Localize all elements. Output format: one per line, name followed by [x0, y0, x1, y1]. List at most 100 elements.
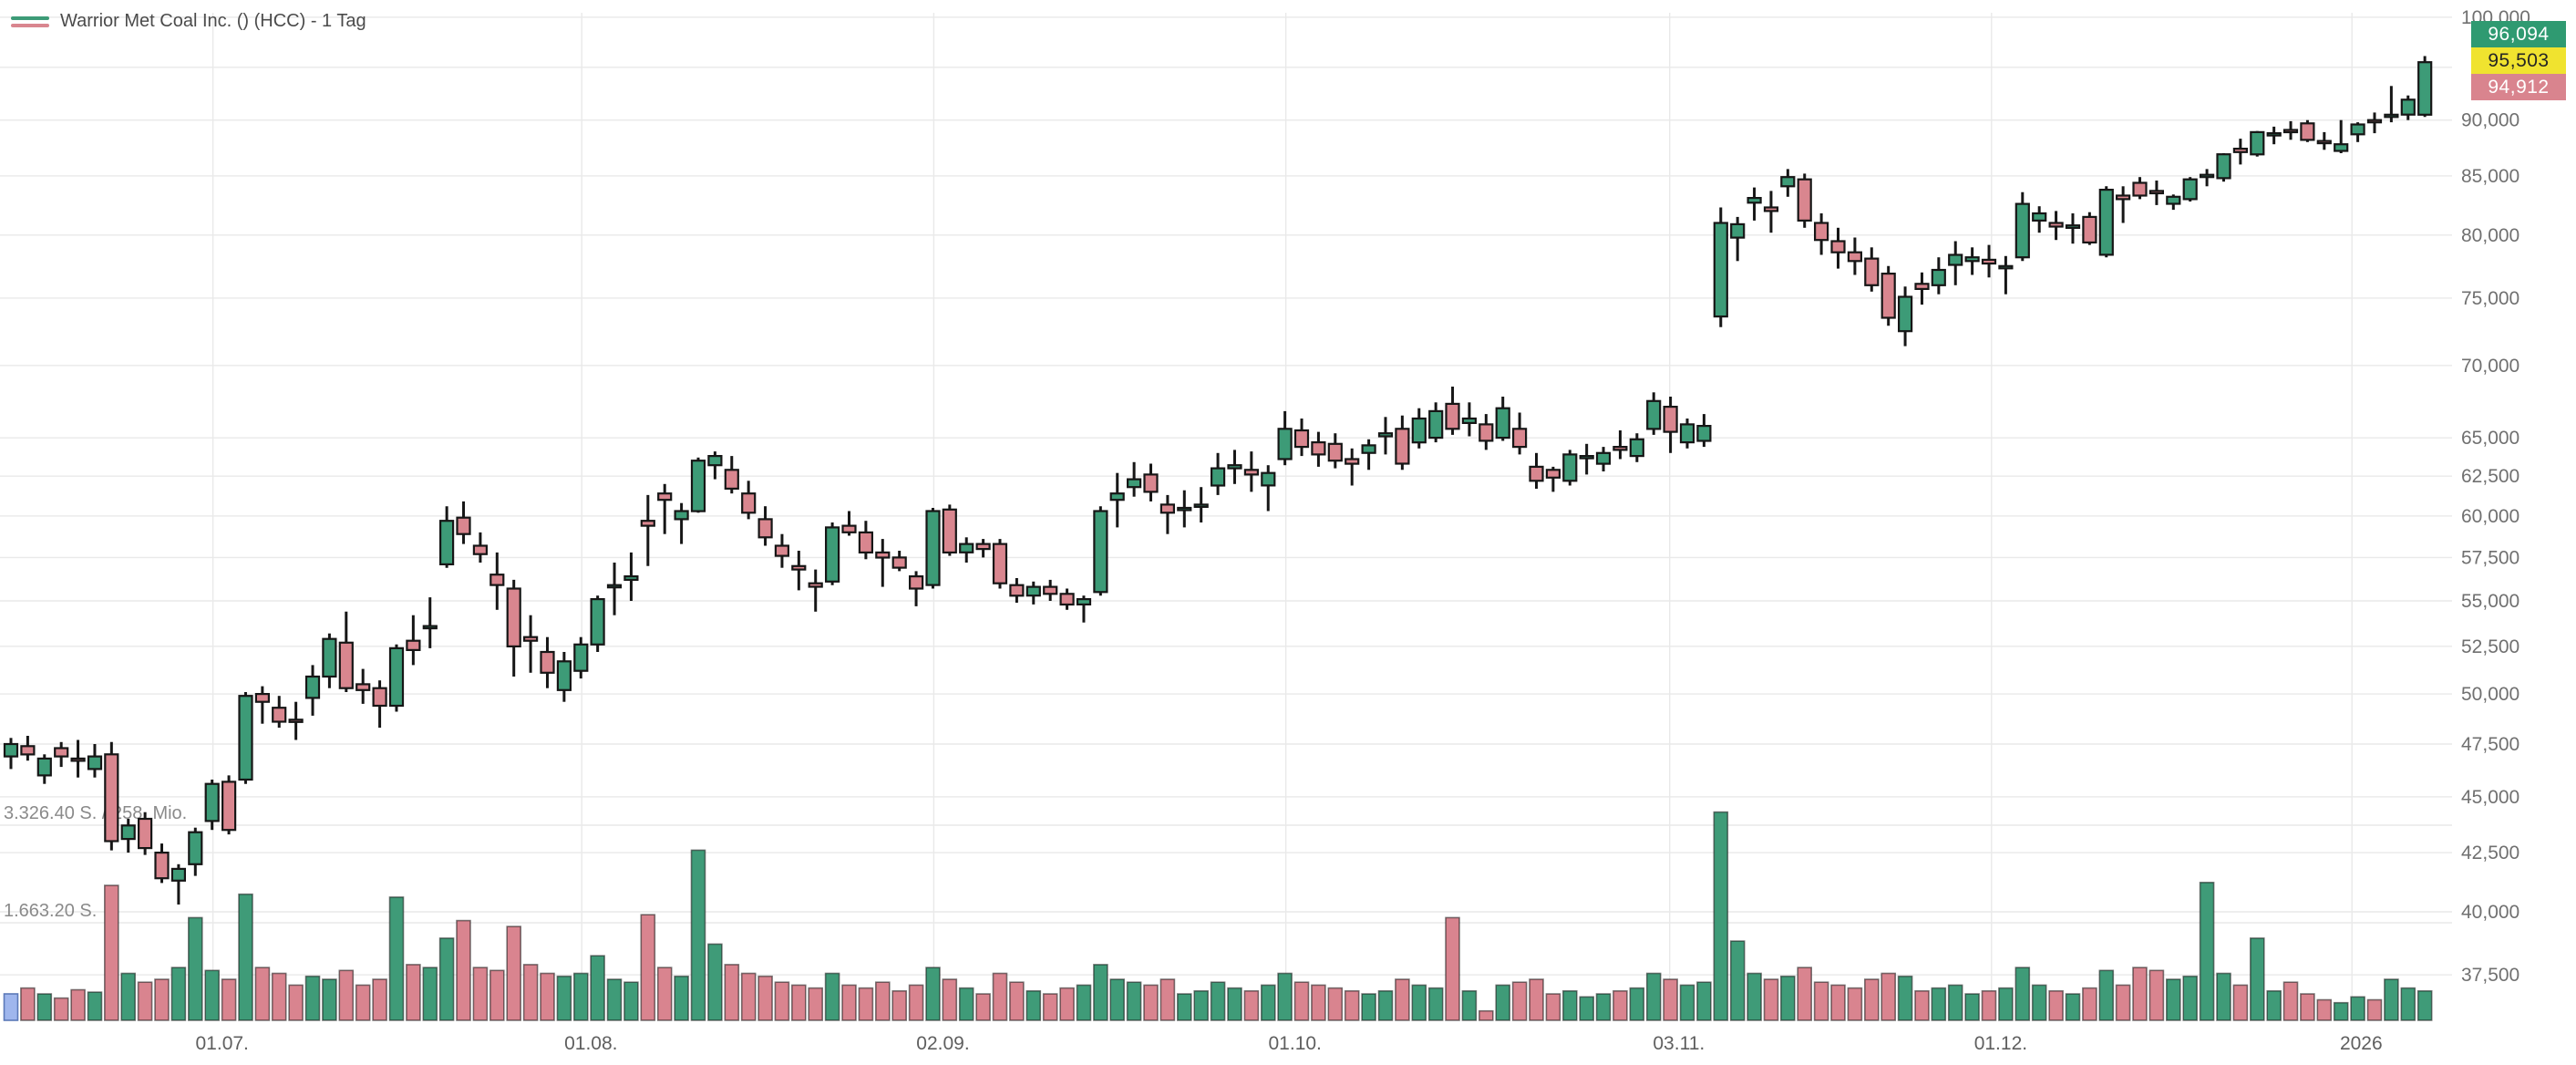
volume-bar[interactable]	[975, 993, 991, 1021]
candle[interactable]	[2065, 224, 2081, 229]
volume-bar[interactable]	[1311, 984, 1326, 1021]
volume-bar[interactable]	[388, 896, 405, 1021]
volume-bar[interactable]	[438, 937, 455, 1021]
candle[interactable]	[556, 660, 572, 691]
candle[interactable]	[1277, 428, 1293, 460]
candle[interactable]	[1948, 253, 1963, 266]
volume-bar[interactable]	[1395, 978, 1410, 1021]
volume-bar[interactable]	[2282, 981, 2299, 1021]
volume-bar[interactable]	[1696, 981, 1712, 1021]
volume-bar[interactable]	[137, 981, 153, 1021]
candle[interactable]	[1025, 585, 1041, 597]
volume-bar[interactable]	[304, 975, 321, 1021]
candle[interactable]	[841, 524, 857, 533]
volume-bar[interactable]	[1277, 972, 1293, 1021]
volume-bar[interactable]	[1159, 978, 1176, 1021]
volume-bar[interactable]	[36, 993, 53, 1021]
candle[interactable]	[1880, 273, 1896, 319]
candle[interactable]	[238, 695, 253, 781]
volume-bar[interactable]	[1562, 990, 1578, 1021]
volume-bar[interactable]	[1042, 993, 1058, 1021]
candle[interactable]	[707, 455, 723, 467]
candle[interactable]	[2098, 189, 2114, 256]
candle[interactable]	[1093, 510, 1108, 594]
candle[interactable]	[540, 650, 555, 674]
volume-bar[interactable]	[1243, 990, 1260, 1021]
candle[interactable]	[1177, 506, 1192, 512]
volume-bar[interactable]	[808, 987, 824, 1021]
candle[interactable]	[1495, 407, 1510, 439]
candle[interactable]	[2384, 113, 2399, 119]
volume-bar[interactable]	[2082, 987, 2097, 1021]
volume-bar[interactable]	[1864, 978, 1880, 1021]
candle[interactable]	[506, 587, 521, 648]
volume-bar[interactable]	[472, 967, 489, 1021]
volume-bar[interactable]	[2366, 998, 2383, 1021]
volume-bar[interactable]	[1093, 964, 1108, 1021]
candle[interactable]	[2282, 129, 2299, 134]
candle[interactable]	[355, 683, 371, 691]
candle[interactable]	[2350, 123, 2365, 136]
volume-bar[interactable]	[1511, 981, 1528, 1021]
volume-bar[interactable]	[170, 967, 187, 1021]
candle[interactable]	[472, 544, 489, 555]
volume-bar[interactable]	[221, 978, 237, 1021]
volume-bar[interactable]	[355, 984, 371, 1021]
volume-bar[interactable]	[2132, 967, 2148, 1021]
volume-bar[interactable]	[2014, 967, 2031, 1021]
candle[interactable]	[372, 687, 387, 708]
candle[interactable]	[138, 817, 153, 850]
candle[interactable]	[1210, 467, 1226, 487]
candle[interactable]	[1797, 178, 1812, 222]
volume-bar[interactable]	[572, 972, 589, 1021]
volume-bar[interactable]	[590, 955, 605, 1021]
volume-bar[interactable]	[1427, 987, 1444, 1021]
volume-bar[interactable]	[1813, 981, 1829, 1021]
candle[interactable]	[858, 531, 874, 554]
volume-bar[interactable]	[674, 975, 689, 1021]
volume-bar[interactable]	[2048, 990, 2064, 1021]
volume-bar[interactable]	[2316, 998, 2333, 1021]
volume-bar[interactable]	[2031, 984, 2047, 1021]
volume-bar[interactable]	[1880, 972, 1896, 1021]
volume-bar[interactable]	[1613, 990, 1628, 1021]
candle[interactable]	[1009, 584, 1025, 597]
volume-bar[interactable]	[656, 967, 673, 1021]
candle[interactable]	[724, 469, 739, 490]
candle[interactable]	[1109, 492, 1125, 501]
candle[interactable]	[2014, 202, 2030, 259]
volume-bar[interactable]	[1109, 978, 1125, 1021]
volume-bar[interactable]	[2216, 972, 2231, 1021]
candle[interactable]	[422, 625, 438, 630]
candle[interactable]	[1780, 176, 1796, 188]
candle[interactable]	[522, 636, 539, 642]
volume-bar[interactable]	[1411, 984, 1427, 1021]
volume-bar[interactable]	[1998, 987, 2014, 1021]
candle[interactable]	[2048, 222, 2064, 228]
volume-bar[interactable]	[606, 978, 623, 1021]
candle[interactable]	[1311, 441, 1326, 456]
volume-bar[interactable]	[422, 967, 438, 1021]
candle[interactable]	[70, 757, 86, 762]
candle[interactable]	[1964, 256, 1980, 263]
volume-bar[interactable]	[2148, 969, 2165, 1021]
candle[interactable]	[222, 781, 237, 832]
volume-bar[interactable]	[2182, 975, 2198, 1021]
candle[interactable]	[875, 551, 891, 559]
volume-bar[interactable]	[254, 967, 271, 1021]
volume-bar[interactable]	[506, 925, 522, 1021]
volume-bar[interactable]	[3, 993, 19, 1021]
volume-bar[interactable]	[1143, 984, 1159, 1021]
candle[interactable]	[2300, 122, 2315, 141]
candle[interactable]	[388, 646, 405, 708]
candle[interactable]	[891, 556, 907, 569]
candle[interactable]	[170, 867, 186, 882]
candle[interactable]	[640, 520, 655, 527]
candle[interactable]	[1479, 423, 1494, 442]
candle[interactable]	[1847, 251, 1863, 263]
candle[interactable]	[204, 782, 220, 822]
volume-bar[interactable]	[1545, 993, 1561, 1021]
volume-bar[interactable]	[1529, 978, 1544, 1021]
candle[interactable]	[959, 543, 974, 553]
